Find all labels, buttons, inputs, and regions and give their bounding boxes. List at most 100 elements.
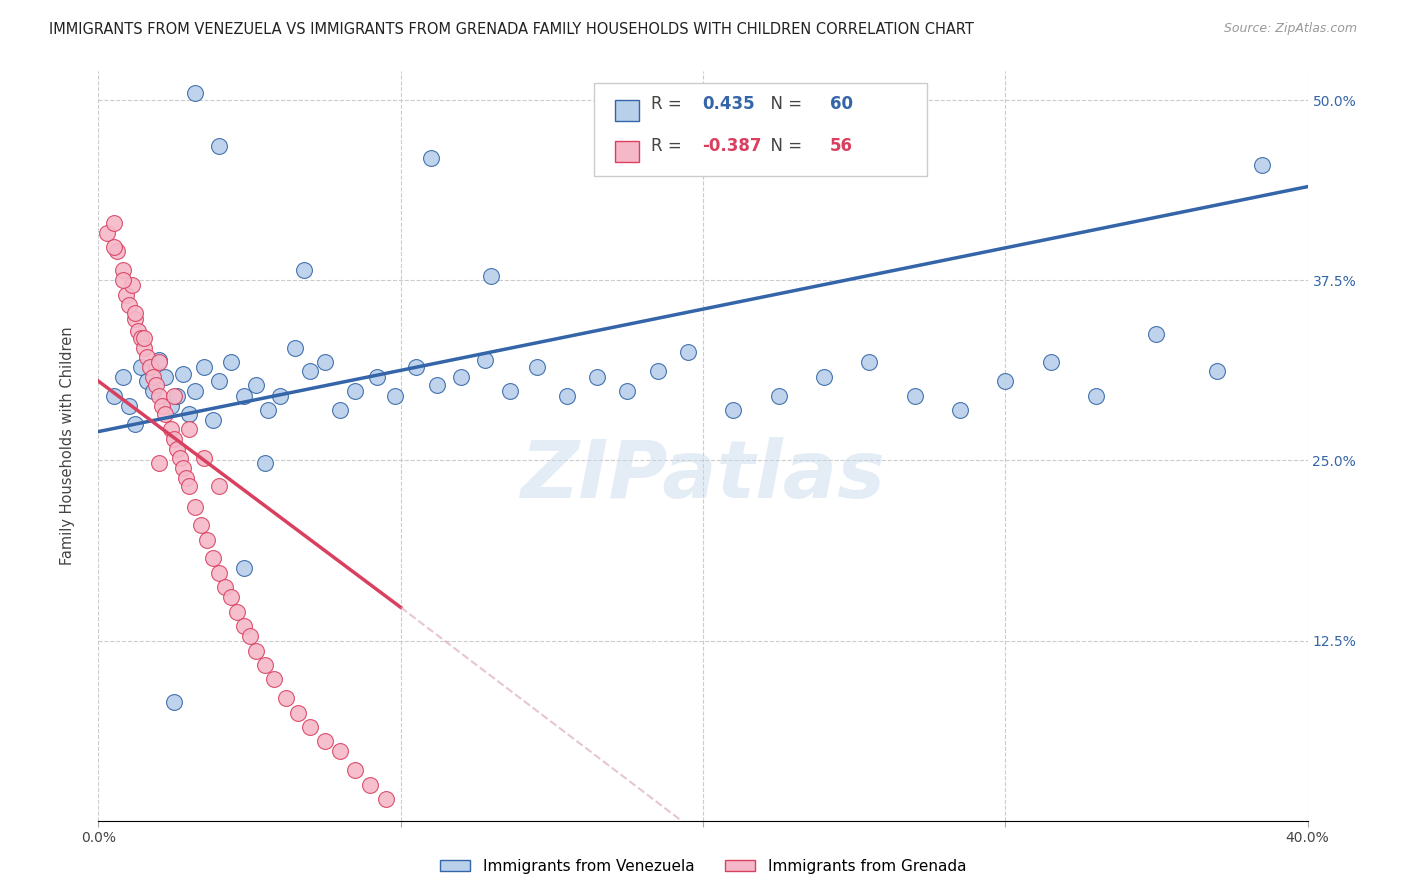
Point [111,263,134,277]
Point [292,263,315,277]
Point [118,399,141,413]
Point [174,471,197,485]
Point [132,341,155,355]
Point [127,324,149,338]
Point [344,763,367,777]
Point [253,456,276,470]
Point [232,619,254,633]
Point [121,277,143,292]
Point [239,629,262,643]
Point [232,561,254,575]
Y-axis label: Family Households with Children: Family Households with Children [60,326,75,566]
Point [193,359,215,374]
Point [166,442,188,456]
Point [858,355,880,369]
Point [586,369,609,384]
Point [163,388,186,402]
Point [314,355,336,369]
Point [284,341,307,355]
Point [145,378,167,392]
Point [299,364,322,378]
Point [132,331,155,345]
Point [153,369,176,384]
Point [202,551,225,566]
Point [118,298,141,312]
Point [226,605,249,619]
Point [481,268,503,283]
Point [405,359,427,374]
Point [179,479,201,493]
Point [153,407,176,421]
Text: 0.435: 0.435 [702,95,755,113]
Point [616,384,638,399]
Point [202,413,225,427]
Point [420,151,443,165]
Point [314,734,336,748]
Point [474,352,496,367]
Point [555,388,578,402]
Point [129,331,152,345]
Point [160,399,183,413]
Point [169,450,191,465]
Point [498,384,520,399]
Point [384,388,406,402]
Point [166,388,188,402]
Point [299,720,322,734]
FancyBboxPatch shape [595,83,927,177]
Point [124,312,146,326]
Point [949,403,972,417]
Text: R =: R = [651,136,688,154]
Point [245,643,267,657]
Point [647,364,669,378]
Point [426,378,449,392]
Point [179,422,201,436]
Point [163,432,186,446]
Point [221,591,243,605]
Point [124,306,146,320]
Point [208,566,231,580]
Point [768,388,790,402]
Point [245,378,267,392]
Point [263,673,285,687]
Point [172,367,194,381]
Point [142,384,165,399]
Point [148,388,170,402]
Text: -0.387: -0.387 [702,136,761,154]
Point [360,778,382,792]
Point [287,706,309,720]
Point [139,359,162,374]
Point [148,456,170,470]
Legend: Immigrants from Venezuela, Immigrants from Grenada: Immigrants from Venezuela, Immigrants fr… [434,853,972,880]
Text: N =: N = [759,136,807,154]
FancyBboxPatch shape [614,100,638,120]
Point [135,374,157,388]
Point [160,422,183,436]
Point [172,460,194,475]
Point [813,369,835,384]
Point [208,374,231,388]
Point [723,403,745,417]
Point [374,792,396,806]
Point [1144,326,1167,341]
Point [329,403,352,417]
Point [163,696,186,710]
Point [148,355,170,369]
Point [994,374,1017,388]
Point [150,399,173,413]
Point [103,388,125,402]
Point [269,388,291,402]
Point [256,403,278,417]
Text: ZIPatlas: ZIPatlas [520,437,886,515]
Point [105,244,128,259]
Text: 60: 60 [830,95,853,113]
Point [114,287,136,301]
Point [344,384,367,399]
Point [184,384,207,399]
Point [329,744,352,758]
Point [96,226,118,240]
Point [142,369,165,384]
Point [208,479,231,493]
Point [1251,158,1274,172]
Text: Source: ZipAtlas.com: Source: ZipAtlas.com [1223,22,1357,36]
Point [450,369,472,384]
